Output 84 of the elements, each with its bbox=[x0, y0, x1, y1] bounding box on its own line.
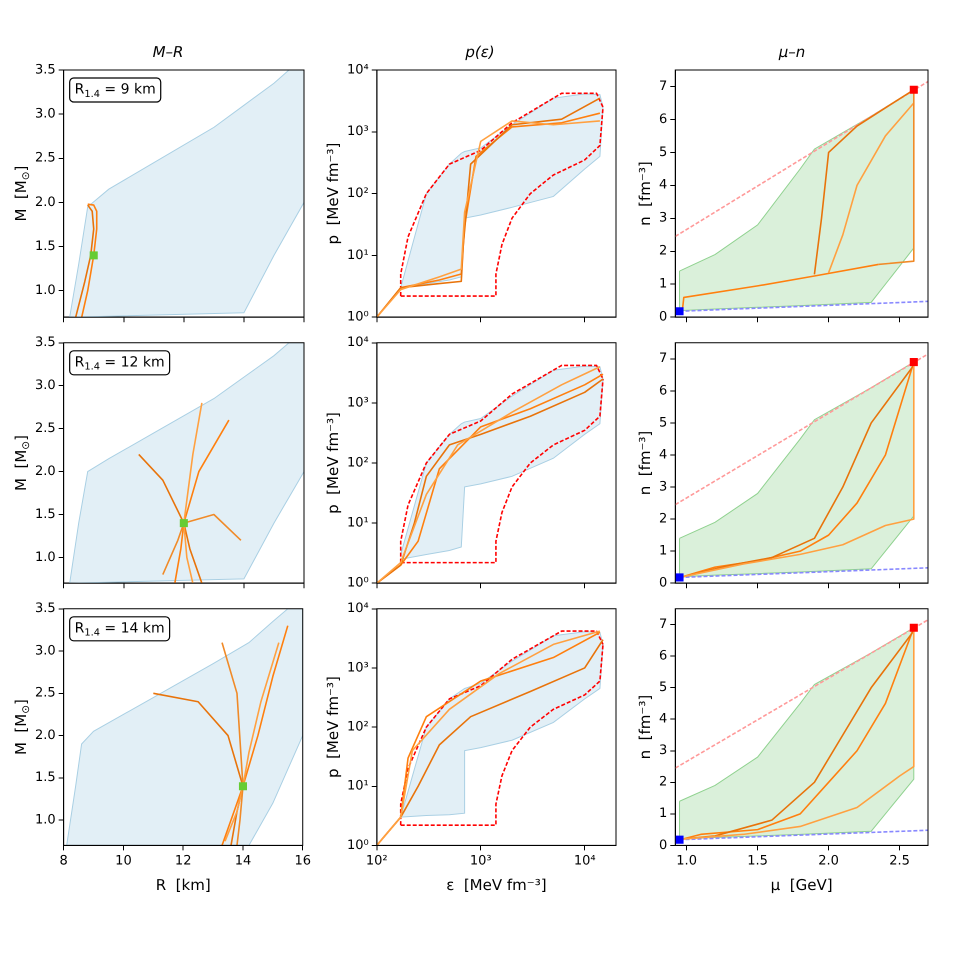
y-tick-label: 10² bbox=[346, 455, 369, 470]
y-tick-label: 1.5 bbox=[34, 770, 56, 786]
y-tick-label: 3 bbox=[658, 743, 668, 758]
y-tick-label: 10² bbox=[346, 719, 369, 734]
x-tick-label: 16 bbox=[294, 854, 311, 869]
x-axis-title: R [km] bbox=[156, 876, 211, 894]
y-tick-label: 10⁰ bbox=[346, 838, 369, 853]
y-axis-title: p [MeV fm⁻³] bbox=[324, 412, 342, 514]
y-tick-label: 2.0 bbox=[34, 728, 56, 743]
y-axis-title: n [fm⁻³] bbox=[636, 430, 654, 496]
y-tick-label: 2.5 bbox=[34, 421, 56, 436]
chart-title: M–R bbox=[152, 42, 184, 61]
y-tick-label: 10⁰ bbox=[346, 576, 369, 591]
y-tick-label: 2.0 bbox=[34, 194, 56, 210]
y-tick-label: 2 bbox=[658, 244, 668, 259]
x-tick-label: 14 bbox=[234, 854, 252, 869]
y-tick-label: 4 bbox=[658, 178, 668, 193]
y-tick-label: 3 bbox=[658, 210, 668, 226]
y-tick-label: 3.0 bbox=[34, 106, 56, 122]
x-axis-title: μ [GeV] bbox=[770, 876, 833, 894]
x-tick-label: 8 bbox=[60, 854, 68, 869]
y-tick-label: 2.5 bbox=[34, 686, 56, 701]
y-tick-label: 6 bbox=[658, 648, 668, 664]
y-tick-label: 10⁴ bbox=[346, 62, 369, 78]
y-tick-label: 10¹ bbox=[346, 778, 369, 794]
y-tick-label: 5 bbox=[658, 415, 668, 430]
y-axis-title: n [fm⁻³] bbox=[636, 694, 654, 760]
y-tick-label: 10³ bbox=[346, 124, 369, 140]
y-tick-label: 1 bbox=[658, 544, 668, 559]
y-tick-label: 2.5 bbox=[34, 150, 56, 166]
y-tick-label: 10¹ bbox=[346, 515, 369, 530]
x-tick-label: 1.0 bbox=[676, 854, 697, 869]
x-tick-label: 1.5 bbox=[747, 854, 768, 869]
y-tick-label: 1.5 bbox=[34, 506, 56, 522]
y-tick-label: 6 bbox=[658, 112, 668, 127]
y-axis-title: p [MeV fm⁻³] bbox=[324, 142, 342, 244]
y-tick-label: 10¹ bbox=[346, 248, 369, 263]
y-tick-label: 5 bbox=[658, 680, 668, 696]
y-tick-label: 1.0 bbox=[34, 550, 56, 565]
y-tick-label: 1.0 bbox=[34, 283, 56, 298]
y-tick-label: 1 bbox=[658, 806, 668, 822]
y-tick-label: 2 bbox=[658, 511, 668, 526]
y-tick-label: 1.0 bbox=[34, 812, 56, 828]
y-tick-label: 10⁴ bbox=[346, 601, 369, 616]
y-tick-label: 7 bbox=[658, 78, 668, 94]
y-tick-label: 10⁴ bbox=[346, 335, 369, 350]
y-axis-title: n [fm⁻³] bbox=[636, 161, 654, 226]
y-tick-label: 0 bbox=[658, 310, 668, 325]
y-tick-label: 4 bbox=[658, 712, 668, 727]
y-tick-label: 10⁰ bbox=[346, 310, 369, 325]
x-tick-label: 10 bbox=[115, 854, 132, 869]
y-tick-label: 1.5 bbox=[34, 238, 56, 254]
y-axis-title: M [M⊙] bbox=[12, 166, 32, 222]
y-tick-label: 5 bbox=[658, 144, 668, 160]
x-tick-label: 2.5 bbox=[889, 854, 910, 869]
chart-title: p(ε) bbox=[464, 42, 495, 61]
x-tick-label: 10² bbox=[366, 854, 388, 869]
y-tick-label: 3.5 bbox=[34, 335, 56, 350]
y-tick-label: 6 bbox=[658, 383, 668, 398]
y-tick-label: 4 bbox=[658, 447, 668, 462]
x-tick-label: 10³ bbox=[470, 854, 492, 869]
y-tick-label: 7 bbox=[658, 616, 668, 632]
y-tick-label: 10³ bbox=[346, 395, 369, 410]
y-tick-label: 10³ bbox=[346, 660, 369, 676]
y-tick-label: 0 bbox=[658, 838, 668, 853]
y-tick-label: 7 bbox=[658, 351, 668, 366]
y-tick-label: 1 bbox=[658, 276, 668, 292]
x-axis-title: ε [MeV fm⁻³] bbox=[446, 876, 547, 894]
y-tick-label: 2.0 bbox=[34, 464, 56, 479]
y-tick-label: 3.0 bbox=[34, 643, 56, 658]
y-tick-label: 3.5 bbox=[34, 601, 56, 616]
y-axis-title: p [MeV fm⁻³] bbox=[324, 676, 342, 778]
y-tick-label: 10² bbox=[346, 186, 369, 201]
x-tick-label: 10⁴ bbox=[574, 854, 596, 869]
x-tick-label: 12 bbox=[174, 854, 192, 869]
chart-title: μ–n bbox=[778, 42, 806, 61]
y-tick-label: 2 bbox=[658, 774, 668, 790]
y-tick-label: 3.0 bbox=[34, 378, 56, 394]
y-tick-label: 3 bbox=[658, 479, 668, 494]
y-tick-label: 0 bbox=[658, 576, 668, 591]
x-tick-label: 2.0 bbox=[818, 854, 839, 869]
y-axis-title: M [M⊙] bbox=[12, 435, 32, 491]
y-axis-title: M [M⊙] bbox=[12, 699, 32, 756]
y-tick-label: 3.5 bbox=[34, 62, 56, 78]
